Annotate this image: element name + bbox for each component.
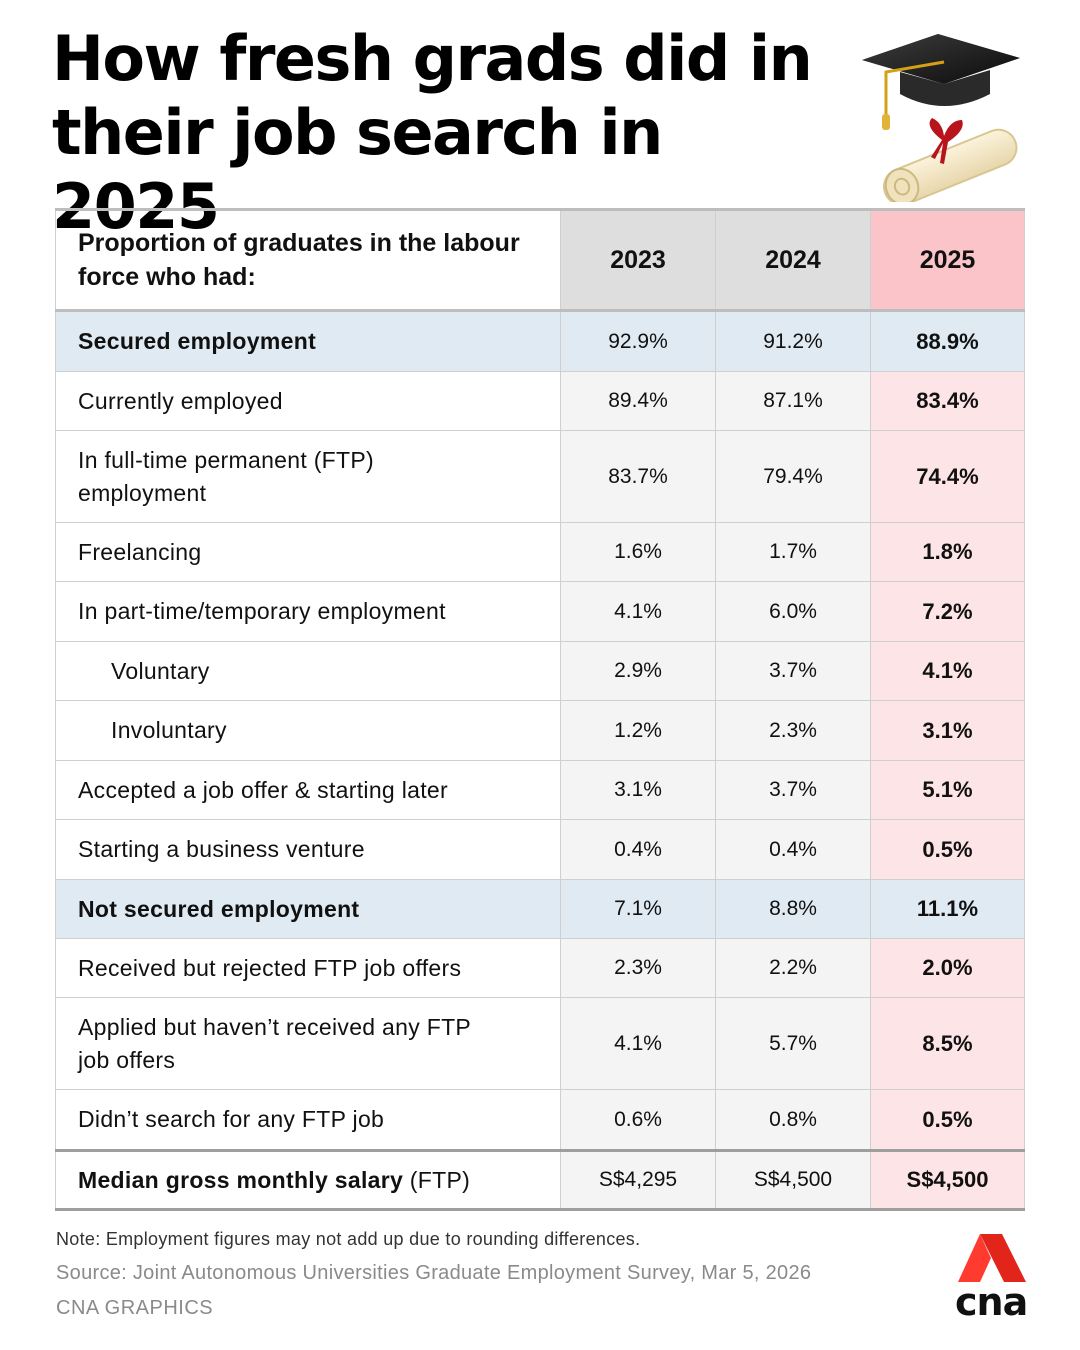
cell-2025: 0.5% [870,820,1025,879]
cell-2024: 3.7% [715,761,870,819]
cell-2024: 87.1% [715,372,870,430]
graphics-credit: CNA GRAPHICS [56,1297,214,1319]
footnote: Note: Employment figures may not add up … [56,1229,641,1249]
page-title: How fresh grads did in their job search … [52,22,832,244]
cell-2024: 0.4% [715,820,870,879]
cell-2023: 89.4% [560,372,715,430]
cell-2024: 91.2% [715,312,870,371]
table-row-not-secured-employment: Not secured employment 7.1% 8.8% 11.1% [55,880,1025,939]
cell-2023: 0.4% [560,820,715,879]
cell-2024: 2.2% [715,939,870,997]
cell-2023: 2.9% [560,642,715,700]
cell-2025: 83.4% [870,372,1025,430]
cell-2023: 2.3% [560,939,715,997]
cell-2024: 8.8% [715,880,870,938]
table-row: In part-time/temporary employment 4.1% 6… [55,582,1025,642]
row-label: In part-time/temporary employment [55,582,560,641]
cell-2024: 6.0% [715,582,870,641]
cell-2025: 0.5% [870,1090,1025,1149]
title-line-1: How fresh grads did in [52,22,813,95]
cell-2025: 7.2% [870,582,1025,641]
cell-2025: 3.1% [870,701,1025,760]
cell-2024: 1.7% [715,523,870,581]
table-row-sub: Voluntary 2.9% 3.7% 4.1% [55,642,1025,701]
median-label-suffix: (FTP) [409,1166,471,1193]
header-year-2025: 2025 [870,211,1025,309]
cell-2025: 88.9% [870,312,1025,371]
cell-2023: 7.1% [560,880,715,938]
table-header-row: Proportion of graduates in the labour fo… [55,208,1025,312]
table-row: Currently employed 89.4% 87.1% 83.4% [55,372,1025,431]
median-label: Median gross monthly salary (FTP) [55,1152,560,1208]
row-label: Secured employment [55,312,560,371]
table-row-sub: Involuntary 1.2% 2.3% 3.1% [55,701,1025,761]
row-label: Received but rejected FTP job offers [55,939,560,997]
cell-2023: 3.1% [560,761,715,819]
cell-2025: 2.0% [870,939,1025,997]
cna-logo-text: cna [955,1280,1028,1324]
cell-2025: 5.1% [870,761,1025,819]
row-label: Currently employed [55,372,560,430]
table-row: Freelancing 1.6% 1.7% 1.8% [55,523,1025,582]
cell-2023: 83.7% [560,431,715,522]
cell-2025: 11.1% [870,880,1025,938]
median-label-bold: Median gross monthly salary [78,1166,404,1193]
cell-2025: 8.5% [870,998,1025,1089]
cell-2023: 92.9% [560,312,715,371]
row-label: Accepted a job offer & starting later [55,761,560,819]
header-year-2023: 2023 [560,211,715,309]
row-label: Applied but haven’t received any FTP job… [55,998,560,1089]
table-row: Accepted a job offer & starting later 3.… [55,761,1025,820]
cell-2023: 4.1% [560,582,715,641]
row-label: In full-time permanent (FTP) employment [55,431,560,522]
table-row: Received but rejected FTP job offers 2.3… [55,939,1025,998]
cell-2024: 79.4% [715,431,870,522]
table-row: Starting a business venture 0.4% 0.4% 0.… [55,820,1025,880]
cell-2024: 3.7% [715,642,870,700]
row-label: Involuntary [55,701,560,760]
cell-2023: S$4,295 [560,1152,715,1208]
row-label: Starting a business venture [55,820,560,879]
graduation-cap-and-diploma-illustration [862,34,1020,202]
table-row: Applied but haven’t received any FTP job… [55,998,1025,1090]
cell-2024: 0.8% [715,1090,870,1149]
cna-logo-icon [958,1234,1026,1282]
cell-2025: S$4,500 [870,1152,1025,1208]
row-label: Freelancing [55,523,560,581]
table-row: Didn’t search for any FTP job 0.6% 0.8% … [55,1090,1025,1149]
table-row: In full-time permanent (FTP) employment … [55,431,1025,523]
cell-2024: S$4,500 [715,1152,870,1208]
cell-2023: 0.6% [560,1090,715,1149]
title-line-2: their job search in 2025 [52,96,663,243]
cell-2024: 2.3% [715,701,870,760]
table-row-secured-employment: Secured employment 92.9% 91.2% 88.9% [55,312,1025,372]
cell-2023: 4.1% [560,998,715,1089]
cell-2023: 1.2% [560,701,715,760]
cell-2025: 1.8% [870,523,1025,581]
cell-2025: 4.1% [870,642,1025,700]
row-label: Voluntary [55,642,560,700]
graduate-employment-table: Proportion of graduates in the labour fo… [55,208,1025,1211]
row-label: Didn’t search for any FTP job [55,1090,560,1149]
header-label: Proportion of graduates in the labour fo… [55,211,560,309]
row-label: Not secured employment [55,880,560,938]
source-line: Source: Joint Autonomous Universities Gr… [56,1262,812,1284]
header-year-2024: 2024 [715,211,870,309]
table-row-median-salary: Median gross monthly salary (FTP) S$4,29… [55,1149,1025,1211]
cell-2023: 1.6% [560,523,715,581]
cell-2025: 74.4% [870,431,1025,522]
cell-2024: 5.7% [715,998,870,1089]
